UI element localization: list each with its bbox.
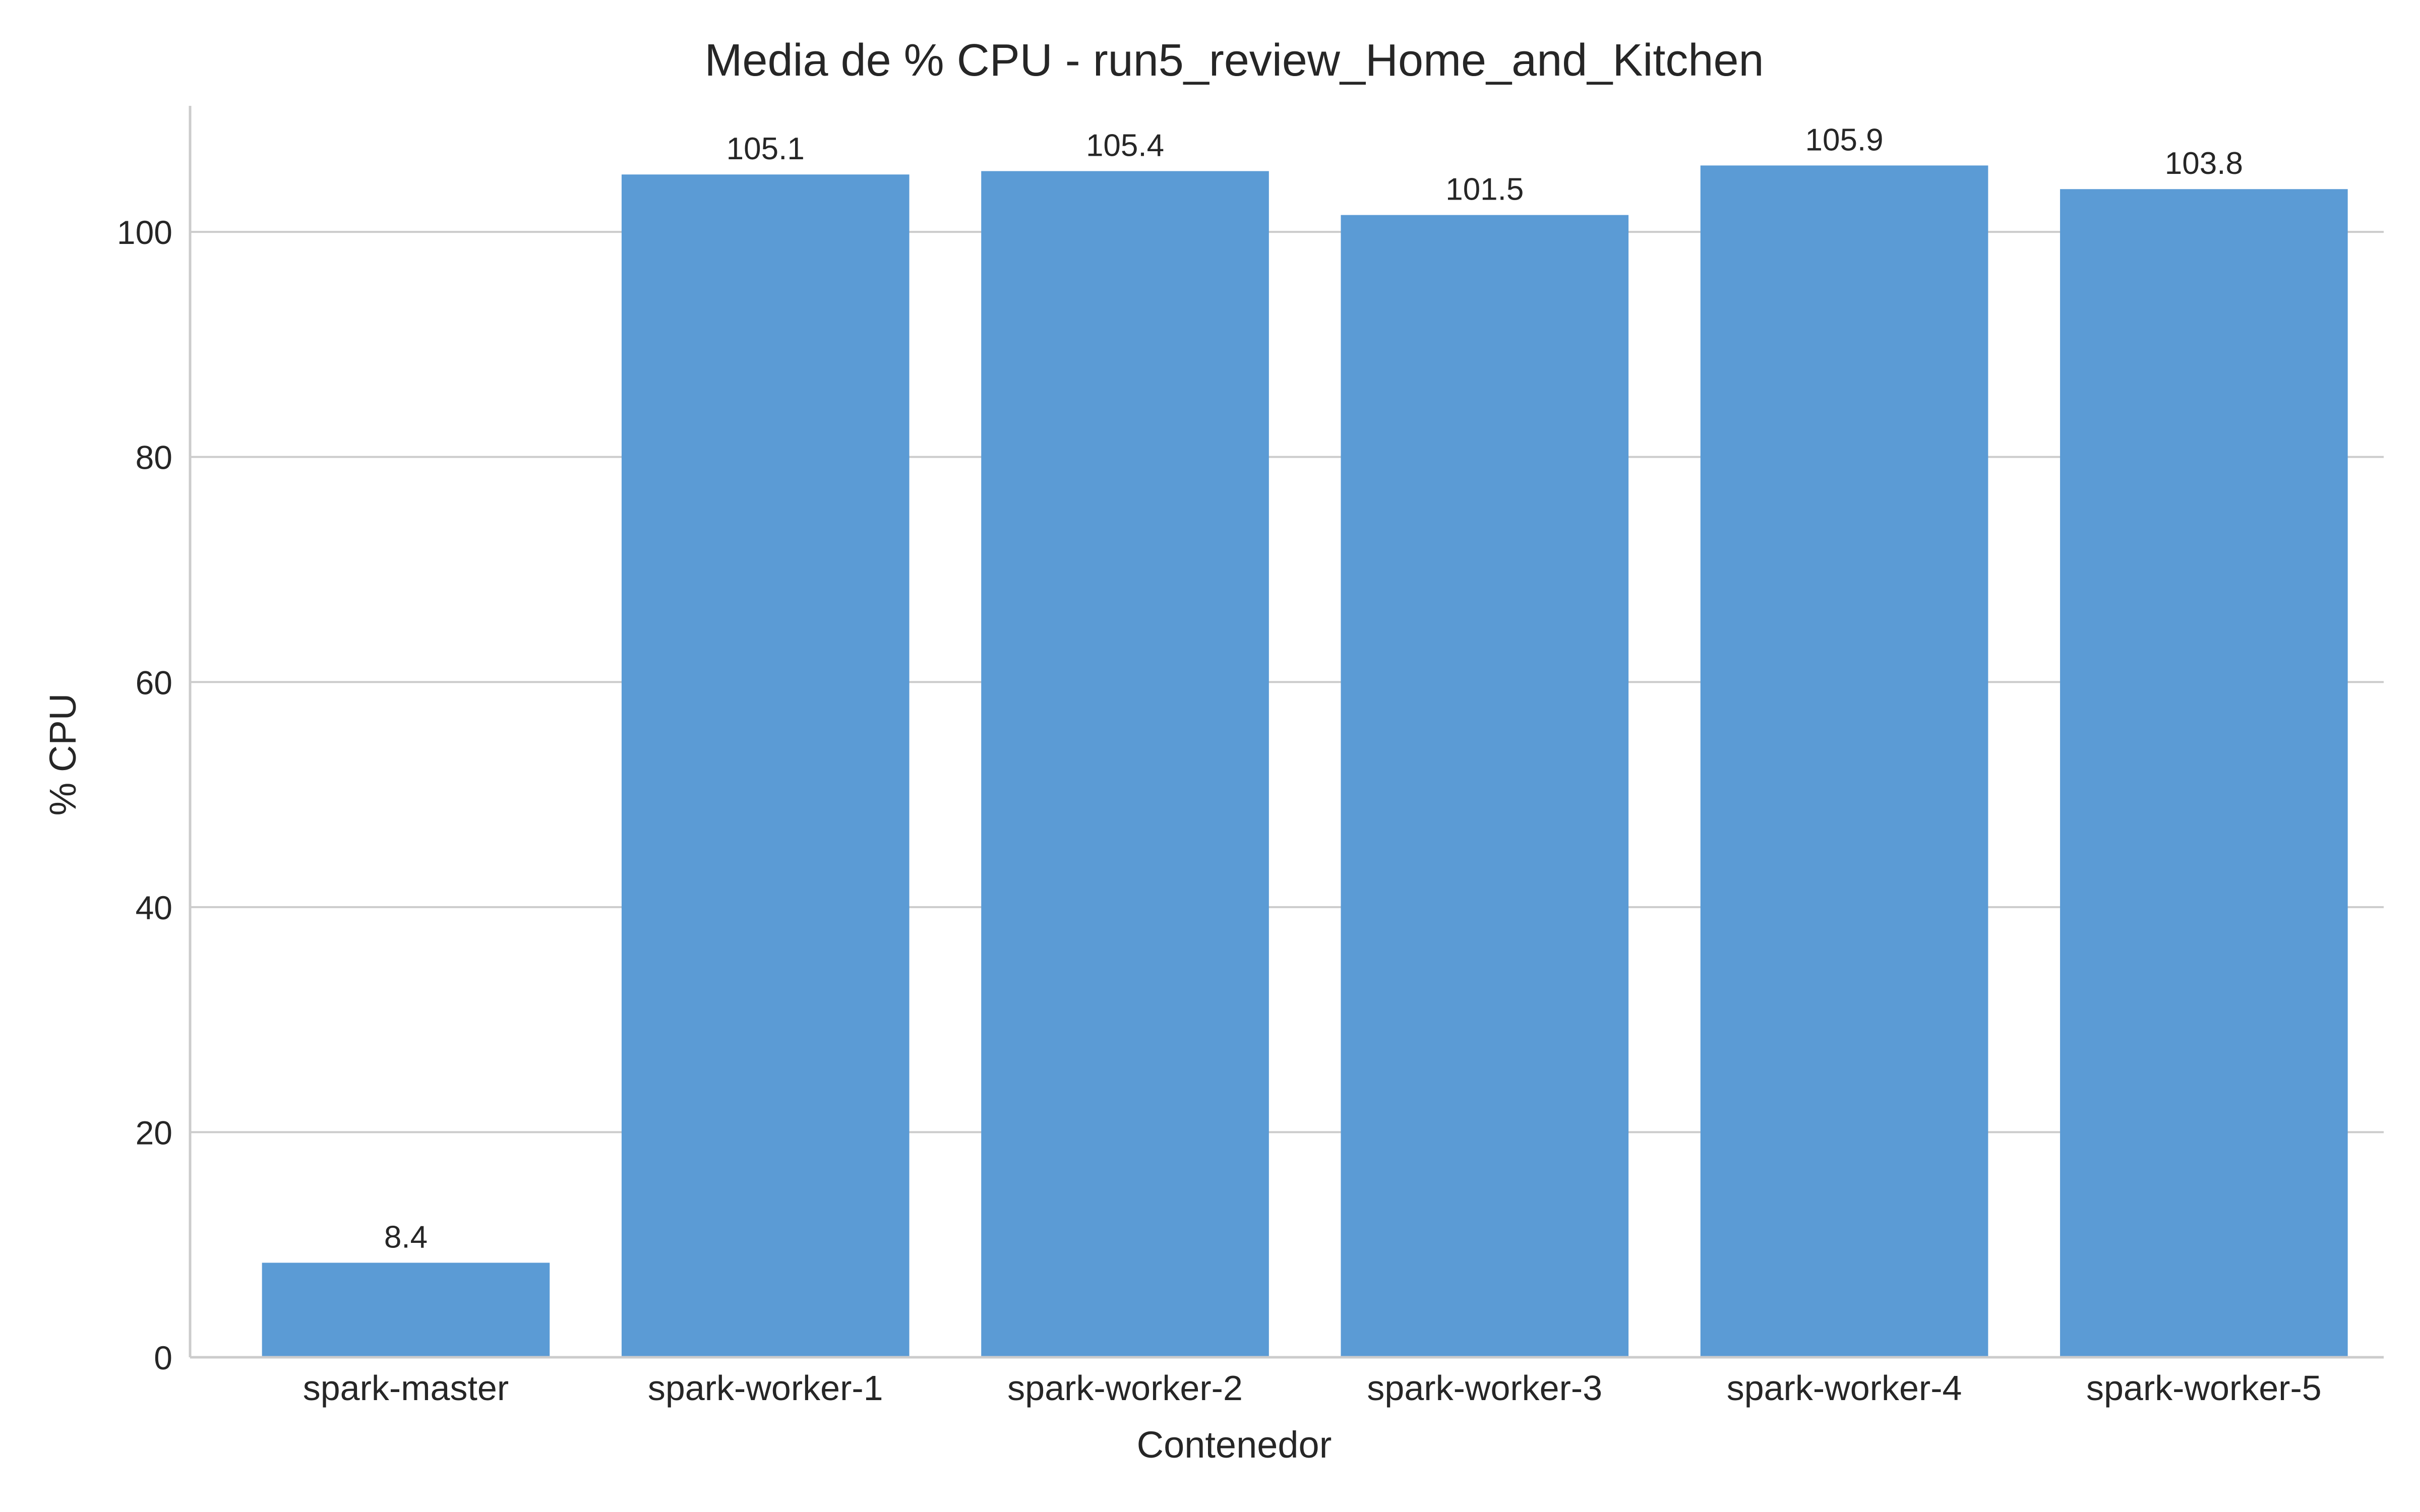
bars	[262, 165, 2348, 1358]
bar-spark-worker-4	[1700, 165, 1988, 1357]
x-axis-title: Contenedor	[1137, 1424, 1332, 1466]
x-tick-label: spark-worker-2	[1007, 1368, 1243, 1408]
x-tick-label: spark-worker-4	[1727, 1368, 1962, 1408]
x-tick-labels: spark-master spark-worker-1 spark-worker-2…	[303, 1368, 2322, 1408]
chart-title: Media de % CPU - run5_review_Home_and_Ki…	[704, 35, 1764, 86]
y-axis-title: % CPU	[42, 694, 84, 816]
gridlines	[190, 231, 2384, 1133]
y-tick-label: 60	[136, 664, 172, 701]
x-tick-label: spark-worker-5	[2086, 1368, 2322, 1408]
y-tick-label: 20	[136, 1114, 172, 1151]
value-label: 105.9	[1805, 122, 1884, 157]
value-label: 105.4	[1086, 129, 1164, 163]
bar-spark-worker-2	[981, 171, 1269, 1357]
y-tick-label: 100	[117, 214, 172, 251]
bar-spark-worker-5	[2060, 189, 2348, 1358]
bar-spark-master	[262, 1263, 550, 1357]
y-tick-label: 40	[136, 889, 172, 926]
value-label: 8.4	[384, 1220, 428, 1254]
value-label: 105.1	[727, 132, 805, 166]
y-tick-label: 0	[154, 1339, 172, 1376]
value-label: 103.8	[2165, 146, 2243, 181]
value-labels: 8.4 105.1 105.4 101.5 105.9 103.8	[384, 122, 2243, 1254]
x-tick-label: spark-master	[303, 1368, 509, 1408]
bar-spark-worker-1	[621, 174, 910, 1357]
y-tick-labels: 0 20 40 60 80 100	[117, 214, 172, 1376]
value-label: 101.5	[1445, 172, 1524, 207]
x-tick-label: spark-worker-1	[648, 1368, 883, 1408]
x-tick-label: spark-worker-3	[1367, 1368, 1602, 1408]
axes	[189, 106, 2384, 1359]
y-tick-label: 80	[136, 439, 172, 476]
bar-spark-worker-3	[1341, 215, 1629, 1358]
